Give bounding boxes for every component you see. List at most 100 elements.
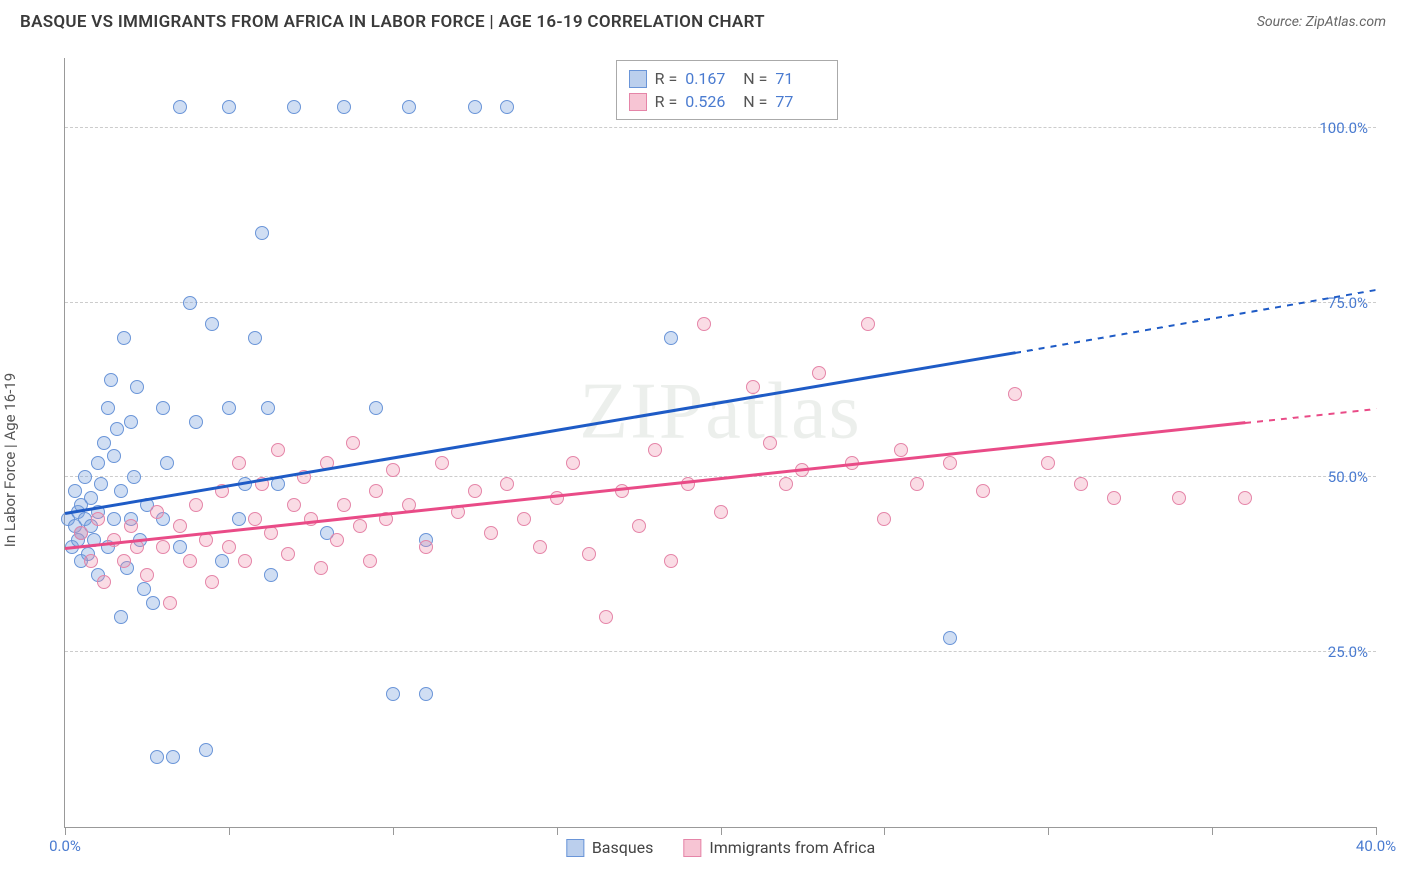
data-point — [130, 380, 144, 394]
y-tick-label: 25.0% — [1328, 643, 1368, 661]
data-point — [264, 568, 278, 582]
data-point — [173, 100, 187, 114]
data-point — [261, 401, 275, 415]
data-point — [124, 415, 138, 429]
data-point — [353, 519, 367, 533]
data-point — [222, 540, 236, 554]
data-point — [199, 743, 213, 757]
data-point — [697, 317, 711, 331]
correlation-legend: R = 0.167 N = 71 R = 0.526 N = 77 — [616, 60, 839, 120]
data-point — [114, 610, 128, 624]
chart-header: BASQUE VS IMMIGRANTS FROM AFRICA IN LABO… — [0, 0, 1406, 40]
data-point — [314, 561, 328, 575]
data-point — [976, 484, 990, 498]
swatch-blue-icon — [629, 70, 647, 88]
data-point — [127, 470, 141, 484]
x-tick — [65, 827, 66, 835]
data-point — [582, 547, 596, 561]
data-point — [117, 331, 131, 345]
data-point — [97, 436, 111, 450]
data-point — [910, 477, 924, 491]
n-label: N = — [743, 69, 767, 88]
data-point — [468, 484, 482, 498]
x-tick — [229, 827, 230, 835]
data-point — [140, 568, 154, 582]
data-point — [714, 505, 728, 519]
data-point — [74, 526, 88, 540]
data-point — [337, 100, 351, 114]
data-point — [402, 100, 416, 114]
data-point — [1041, 456, 1055, 470]
data-point — [189, 415, 203, 429]
data-point — [238, 554, 252, 568]
y-axis-label: In Labor Force | Age 16-19 — [1, 373, 19, 547]
data-point — [150, 505, 164, 519]
data-point — [248, 512, 262, 526]
data-point — [812, 366, 826, 380]
data-point — [894, 443, 908, 457]
data-point — [484, 526, 498, 540]
data-point — [287, 498, 301, 512]
data-point — [130, 540, 144, 554]
data-point — [419, 540, 433, 554]
r-label: R = — [655, 92, 678, 111]
legend-row-pink: R = 0.526 N = 77 — [629, 90, 826, 113]
x-tick — [1048, 827, 1049, 835]
data-point — [500, 100, 514, 114]
data-point — [877, 512, 891, 526]
data-point — [500, 477, 514, 491]
data-point — [156, 540, 170, 554]
data-point — [84, 491, 98, 505]
data-point — [1107, 491, 1121, 505]
data-point — [160, 456, 174, 470]
data-point — [664, 331, 678, 345]
legend-label-pink: Immigrants from Africa — [709, 838, 875, 857]
gridline — [65, 651, 1376, 652]
data-point — [337, 498, 351, 512]
data-point — [363, 554, 377, 568]
data-point — [435, 456, 449, 470]
data-point — [287, 100, 301, 114]
data-point — [648, 443, 662, 457]
pink-n-value: 77 — [775, 92, 825, 111]
x-tick — [393, 827, 394, 835]
swatch-pink-icon — [629, 93, 647, 111]
data-point — [264, 526, 278, 540]
x-tick — [557, 827, 558, 835]
data-point — [189, 498, 203, 512]
data-point — [386, 463, 400, 477]
data-point — [183, 554, 197, 568]
blue-r-value: 0.167 — [685, 69, 735, 88]
data-point — [763, 436, 777, 450]
data-point — [861, 317, 875, 331]
data-point — [419, 687, 433, 701]
data-point — [137, 582, 151, 596]
data-point — [943, 631, 957, 645]
data-point — [1008, 387, 1022, 401]
data-point — [94, 477, 108, 491]
data-point — [281, 547, 295, 561]
data-point — [107, 512, 121, 526]
watermark: ZIPatlas — [579, 366, 862, 457]
swatch-blue-icon — [566, 839, 584, 857]
data-point — [173, 540, 187, 554]
data-point — [84, 554, 98, 568]
data-point — [150, 750, 164, 764]
data-point — [566, 456, 580, 470]
data-point — [232, 512, 246, 526]
data-point — [943, 456, 957, 470]
data-point — [271, 443, 285, 457]
legend-item-blue: Basques — [566, 838, 654, 857]
source-attribution: Source: ZipAtlas.com — [1257, 14, 1386, 30]
data-point — [1074, 477, 1088, 491]
data-point — [91, 456, 105, 470]
r-label: R = — [655, 69, 678, 88]
data-point — [330, 533, 344, 547]
data-point — [110, 422, 124, 436]
gridline — [65, 127, 1376, 128]
data-point — [746, 380, 760, 394]
blue-n-value: 71 — [775, 69, 825, 88]
data-point — [779, 477, 793, 491]
watermark-zip: ZIP — [579, 367, 705, 455]
data-point — [215, 554, 229, 568]
